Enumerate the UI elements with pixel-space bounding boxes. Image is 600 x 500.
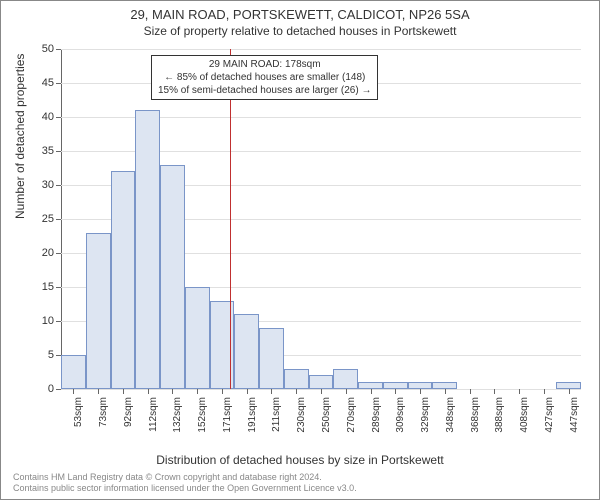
x-tick bbox=[98, 389, 99, 394]
x-tick bbox=[197, 389, 198, 394]
x-tick bbox=[172, 389, 173, 394]
x-tick-label: 191sqm bbox=[247, 397, 258, 442]
x-tick bbox=[420, 389, 421, 394]
y-tick bbox=[56, 219, 61, 220]
histogram-bar bbox=[333, 369, 358, 389]
x-tick bbox=[346, 389, 347, 394]
x-tick-label: 408sqm bbox=[519, 397, 530, 442]
histogram-bar bbox=[358, 382, 383, 389]
annotation-line-2: ← 85% of detached houses are smaller (14… bbox=[158, 71, 371, 84]
x-tick-label: 427sqm bbox=[544, 397, 555, 442]
x-tick-label: 73sqm bbox=[98, 397, 109, 442]
plot-region: 0510152025303540455053sqm73sqm92sqm112sq… bbox=[61, 49, 581, 389]
footer-attribution: Contains HM Land Registry data © Crown c… bbox=[13, 472, 357, 495]
x-tick bbox=[544, 389, 545, 394]
y-tick-label: 15 bbox=[26, 281, 54, 293]
y-tick-label: 0 bbox=[26, 383, 54, 395]
histogram-bar bbox=[408, 382, 433, 389]
y-tick-label: 45 bbox=[26, 77, 54, 89]
y-tick bbox=[56, 253, 61, 254]
x-tick bbox=[445, 389, 446, 394]
histogram-bar bbox=[309, 375, 334, 389]
x-tick-label: 152sqm bbox=[197, 397, 208, 442]
footer-line-1: Contains HM Land Registry data © Crown c… bbox=[13, 472, 357, 483]
y-tick bbox=[56, 287, 61, 288]
marker-line bbox=[230, 49, 231, 389]
y-tick bbox=[56, 185, 61, 186]
gridline bbox=[61, 49, 581, 50]
x-tick-label: 211sqm bbox=[271, 397, 282, 442]
x-tick bbox=[519, 389, 520, 394]
x-tick-label: 230sqm bbox=[296, 397, 307, 442]
x-tick bbox=[148, 389, 149, 394]
y-axis-label: Number of detached properties bbox=[13, 54, 27, 219]
histogram-bar bbox=[160, 165, 185, 389]
x-tick-label: 171sqm bbox=[222, 397, 233, 442]
histogram-bar bbox=[135, 110, 160, 389]
y-tick-label: 5 bbox=[26, 349, 54, 361]
x-tick bbox=[494, 389, 495, 394]
x-tick-label: 309sqm bbox=[395, 397, 406, 442]
x-tick bbox=[296, 389, 297, 394]
y-tick-label: 50 bbox=[26, 43, 54, 55]
x-tick bbox=[123, 389, 124, 394]
x-tick-label: 132sqm bbox=[172, 397, 183, 442]
histogram-bar bbox=[185, 287, 210, 389]
x-tick bbox=[271, 389, 272, 394]
x-tick-label: 368sqm bbox=[470, 397, 481, 442]
x-tick bbox=[470, 389, 471, 394]
x-tick-label: 388sqm bbox=[494, 397, 505, 442]
x-tick bbox=[222, 389, 223, 394]
x-tick bbox=[395, 389, 396, 394]
chart-title-primary: 29, MAIN ROAD, PORTSKEWETT, CALDICOT, NP… bbox=[1, 7, 599, 22]
chart-title-secondary: Size of property relative to detached ho… bbox=[1, 24, 599, 38]
y-tick bbox=[56, 83, 61, 84]
y-tick bbox=[56, 389, 61, 390]
histogram-bar bbox=[259, 328, 284, 389]
footer-line-2: Contains public sector information licen… bbox=[13, 483, 357, 494]
y-tick bbox=[56, 49, 61, 50]
y-tick-label: 40 bbox=[26, 111, 54, 123]
chart-area: 0510152025303540455053sqm73sqm92sqm112sq… bbox=[61, 49, 581, 409]
histogram-bar bbox=[432, 382, 457, 389]
y-tick bbox=[56, 321, 61, 322]
annotation-line-1: 29 MAIN ROAD: 178sqm bbox=[158, 58, 371, 71]
histogram-bar bbox=[556, 382, 581, 389]
x-tick bbox=[321, 389, 322, 394]
y-tick-label: 30 bbox=[26, 179, 54, 191]
histogram-bar bbox=[284, 369, 309, 389]
y-tick-label: 20 bbox=[26, 247, 54, 259]
x-tick-label: 348sqm bbox=[445, 397, 456, 442]
x-tick-label: 53sqm bbox=[73, 397, 84, 442]
histogram-bar bbox=[61, 355, 86, 389]
annotation-box: 29 MAIN ROAD: 178sqm← 85% of detached ho… bbox=[151, 55, 378, 100]
x-tick bbox=[569, 389, 570, 394]
x-tick bbox=[73, 389, 74, 394]
y-tick-label: 25 bbox=[26, 213, 54, 225]
y-tick bbox=[56, 151, 61, 152]
histogram-bar bbox=[86, 233, 111, 389]
x-tick-label: 289sqm bbox=[371, 397, 382, 442]
x-tick-label: 250sqm bbox=[321, 397, 332, 442]
y-tick-label: 10 bbox=[26, 315, 54, 327]
x-axis-label: Distribution of detached houses by size … bbox=[1, 453, 599, 467]
x-tick-label: 112sqm bbox=[148, 397, 159, 442]
x-tick bbox=[247, 389, 248, 394]
y-tick bbox=[56, 117, 61, 118]
histogram-bar bbox=[234, 314, 259, 389]
x-tick-label: 92sqm bbox=[123, 397, 134, 442]
x-tick-label: 447sqm bbox=[569, 397, 580, 442]
x-tick-label: 270sqm bbox=[346, 397, 357, 442]
x-tick-label: 329sqm bbox=[420, 397, 431, 442]
histogram-bar bbox=[111, 171, 136, 389]
x-tick bbox=[371, 389, 372, 394]
annotation-line-3: 15% of semi-detached houses are larger (… bbox=[158, 84, 371, 97]
chart-container: 29, MAIN ROAD, PORTSKEWETT, CALDICOT, NP… bbox=[0, 0, 600, 500]
histogram-bar bbox=[383, 382, 408, 389]
y-tick-label: 35 bbox=[26, 145, 54, 157]
